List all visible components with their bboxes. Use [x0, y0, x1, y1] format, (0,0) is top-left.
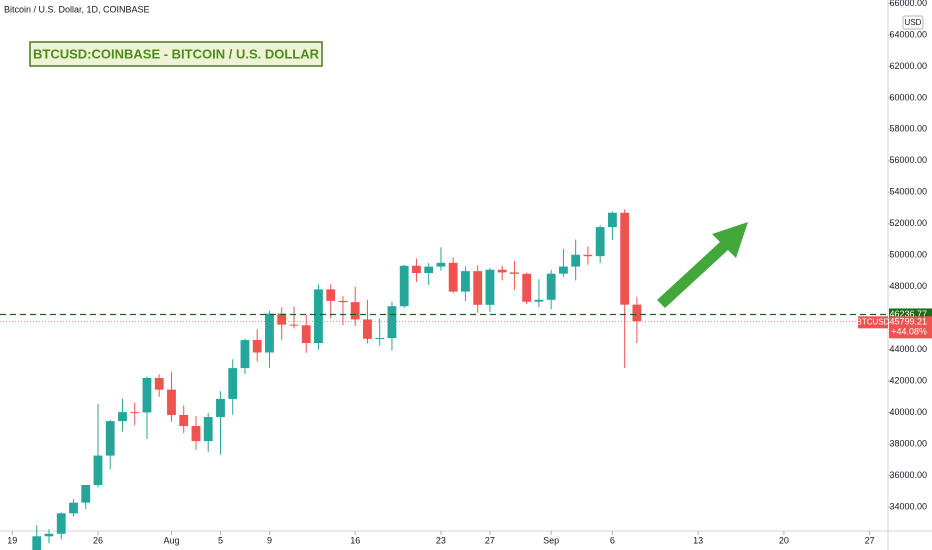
- candle-body: [81, 484, 91, 503]
- candle-body: [350, 302, 360, 320]
- x-tick-label: 9: [267, 535, 272, 545]
- candle-body: [412, 265, 421, 274]
- candle-body: [338, 300, 348, 303]
- candle-body: [203, 417, 213, 442]
- annotation: BTCUSD:COINBASE - BITCOIN / U.S. DOLLAR: [33, 46, 320, 61]
- y-tick-label: 56000.00: [889, 155, 927, 165]
- y-tick-label: 64000.00: [889, 29, 927, 39]
- candle-body: [534, 299, 544, 302]
- candle-body: [363, 319, 372, 339]
- candle-body: [436, 262, 446, 267]
- y-tick-label: 40000.00: [889, 407, 927, 417]
- currency: USD: [905, 18, 922, 27]
- candle-body: [546, 273, 556, 300]
- y-tick-label: 48000.00: [889, 281, 927, 291]
- candle-body: [632, 304, 642, 322]
- y-tick-label: 50000.00: [889, 250, 927, 260]
- candle-body: [571, 254, 581, 267]
- level-label: 46236.77: [889, 309, 927, 319]
- y-tick-label: 58000.00: [889, 124, 927, 134]
- arrow: [657, 222, 748, 308]
- x-tick-label: 19: [7, 535, 17, 545]
- candle-body: [32, 536, 42, 550]
- candle-body: [510, 272, 519, 274]
- x-tick-label: Sep: [543, 535, 559, 545]
- x-tick-label: 13: [693, 535, 703, 545]
- candle-body: [497, 269, 507, 273]
- candle-body: [228, 368, 238, 399]
- last-price-box: [889, 316, 932, 339]
- candle-body: [559, 266, 568, 274]
- currency-box: [902, 15, 924, 30]
- candle-body: [461, 271, 470, 292]
- candle-body: [179, 414, 189, 426]
- x-tick-label: 26: [93, 535, 103, 545]
- candle-body: [608, 212, 617, 228]
- candle-body: [44, 533, 54, 537]
- candle-body: [240, 340, 250, 369]
- symbol-label: BTCUSD: [857, 317, 890, 326]
- x-tick-label: 6: [610, 535, 615, 545]
- candle-body: [620, 212, 630, 305]
- candle-body: [105, 421, 115, 456]
- candle-body: [314, 289, 323, 344]
- candle-body: [142, 377, 152, 413]
- candle-body: [326, 289, 336, 301]
- y-tick-label: 42000.00: [889, 376, 927, 386]
- candle-body: [118, 412, 127, 422]
- candle-body: [387, 306, 397, 339]
- candle-body: [154, 377, 164, 390]
- annotation-box: [29, 41, 323, 67]
- candle-body: [583, 254, 593, 257]
- y-tick-label: 34000.00: [889, 501, 927, 511]
- x-tick-label: Aug: [163, 535, 179, 545]
- last-price: 45799.21: [889, 317, 927, 327]
- x-tick-label: 20: [779, 535, 789, 545]
- candle-body: [69, 502, 78, 514]
- y-tick-label: 52000.00: [889, 218, 927, 228]
- candle-body: [473, 271, 483, 305]
- y-tick-label: 54000.00: [889, 187, 927, 197]
- x-tick-label: 27: [485, 535, 495, 545]
- candle-body: [522, 273, 532, 302]
- candle-body: [485, 269, 495, 305]
- candle-body: [277, 313, 287, 325]
- change-label: +44.08%: [891, 327, 927, 337]
- symbol-box: [858, 316, 888, 329]
- y-tick-label: 60000.00: [889, 92, 927, 102]
- candle-body: [289, 324, 299, 326]
- candle-body: [56, 513, 66, 534]
- x-tick-label: 16: [350, 535, 360, 545]
- candle-body: [375, 338, 385, 340]
- y-tick-label: 36000.00: [889, 470, 927, 480]
- candle-body: [167, 389, 176, 415]
- candle-body: [191, 425, 201, 442]
- candle-body: [265, 313, 274, 353]
- candle-body: [424, 266, 434, 274]
- y-tick-label: 62000.00: [889, 61, 927, 71]
- x-tick-label: 27: [865, 535, 875, 545]
- candle-body: [595, 227, 605, 257]
- y-tick-label: 38000.00: [889, 438, 927, 448]
- candle-body: [252, 340, 262, 353]
- y-tick-label: 66000.00: [889, 0, 927, 8]
- candle-body: [216, 398, 225, 418]
- x-tick-label: 23: [436, 535, 446, 545]
- candle-body: [93, 455, 103, 485]
- y-tick-label: 44000.00: [889, 344, 927, 354]
- x-tick-label: 5: [218, 535, 223, 545]
- chart-title: Bitcoin / U.S. Dollar, 1D, COINBASE: [4, 4, 150, 14]
- candle-body: [301, 325, 311, 344]
- candle-body: [448, 262, 458, 292]
- candle-body: [399, 265, 409, 307]
- candle-body: [130, 412, 140, 414]
